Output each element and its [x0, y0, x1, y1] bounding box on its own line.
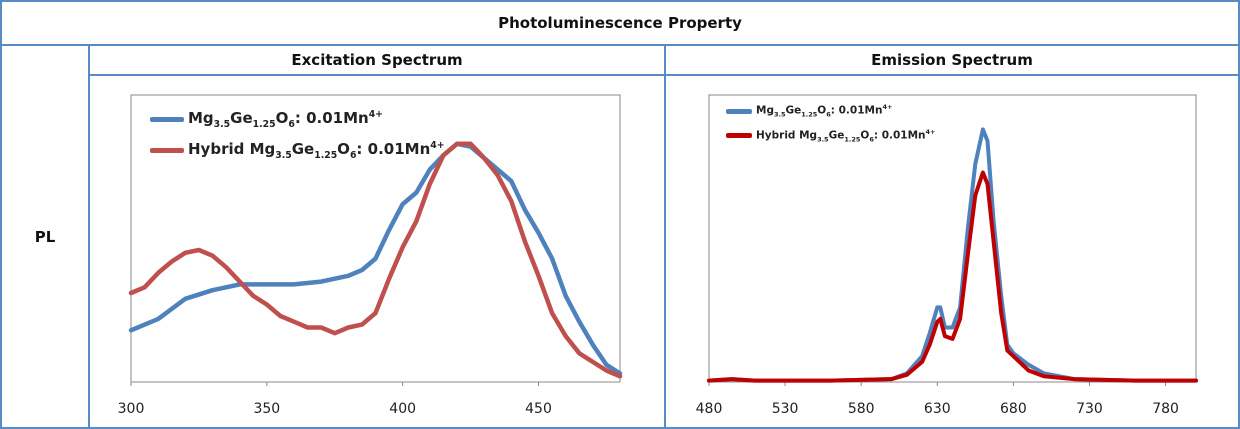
- plot-area: [708, 94, 1197, 383]
- legend-item: Mg3.5Ge1.25O6: 0.01Mn4+: [150, 104, 445, 135]
- legend-label: Mg3.5Ge1.25O6: 0.01Mn4+: [756, 103, 893, 119]
- legend-label: Mg3.5Ge1.25O6: 0.01Mn4+: [188, 109, 383, 130]
- series-line-0: [707, 127, 1198, 383]
- series-line-1: [707, 170, 1198, 383]
- x-tick-label: 780: [1152, 401, 1179, 417]
- legend-swatch: [150, 148, 184, 153]
- legend-item: Hybrid Mg3.5Ge1.25O6: 0.01Mn4+: [150, 135, 445, 166]
- x-tick-label: 680: [1000, 401, 1027, 417]
- legend-swatch: [726, 108, 752, 114]
- excitation-legend: Mg3.5Ge1.25O6: 0.01Mn4+ Hybrid Mg3.5Ge1.2…: [150, 104, 445, 166]
- legend-swatch: [726, 133, 752, 139]
- series-line-1: [128, 141, 623, 379]
- x-tick-label: 580: [848, 401, 875, 417]
- legend-item: Mg3.5Ge1.25O6: 0.01Mn4+: [726, 99, 936, 124]
- emission-panel: [664, 74, 1240, 429]
- x-tick-label: 630: [924, 401, 951, 417]
- x-tick-label: 450: [525, 401, 552, 417]
- x-tick-label: 730: [1076, 401, 1103, 417]
- series-line-0: [128, 141, 623, 376]
- x-tick-label: 480: [696, 401, 723, 417]
- x-tick-label: 530: [772, 401, 799, 417]
- plot-area: [130, 94, 621, 383]
- x-tick-label: 350: [253, 401, 280, 417]
- legend-swatch: [150, 117, 184, 122]
- x-tick-label: 400: [389, 401, 416, 417]
- emission-legend: Mg3.5Ge1.25O6: 0.01Mn4+ Hybrid Mg3.5Ge1.2…: [726, 99, 936, 148]
- x-tick-label: 300: [118, 401, 145, 417]
- legend-label: Hybrid Mg3.5Ge1.25O6: 0.01Mn4+: [756, 127, 936, 144]
- legend-item: Hybrid Mg3.5Ge1.25O6: 0.01Mn4+: [726, 124, 936, 149]
- legend-label: Hybrid Mg3.5Ge1.25O6: 0.01Mn4+: [188, 140, 445, 161]
